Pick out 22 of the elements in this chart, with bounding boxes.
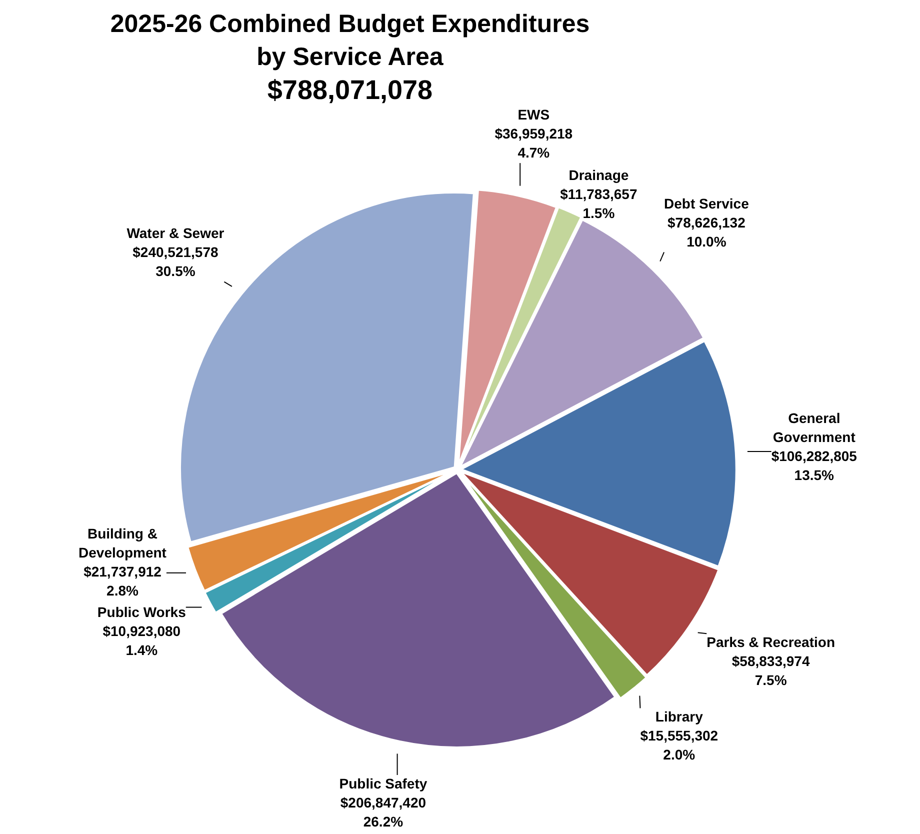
data-label: $106,282,805 13.5% bbox=[771, 448, 858, 484]
data-label: $15,555,302 2.0% bbox=[640, 728, 718, 763]
data-label: $21,737,912 2.8% bbox=[84, 563, 162, 598]
slice-label: Parks & Recreation bbox=[706, 634, 836, 650]
data-label: $78,626,132 10.0% bbox=[668, 214, 746, 250]
slice-label: Water & Sewer bbox=[126, 225, 225, 242]
data-label: $10,923,080 1.4% bbox=[102, 622, 181, 658]
data-label: $240,521,578 30.5% bbox=[132, 244, 218, 280]
data-label: $58,833,974 7.5% bbox=[732, 653, 810, 688]
slice-label: Drainage bbox=[568, 166, 629, 183]
slice-label: Public Safety bbox=[339, 775, 428, 792]
slice-label: Debt Service bbox=[664, 196, 750, 212]
data-label: $11,783,657 1.5% bbox=[560, 186, 638, 221]
slice-label: Library bbox=[655, 708, 704, 725]
chart-title: 2025-26 Combined Budget Expenditures by Service Area bbox=[110, 9, 590, 73]
slice-label: General Government bbox=[772, 410, 856, 446]
chart-subtitle: $788,071,078 bbox=[266, 74, 434, 107]
data-label: $36,959,218 4.7% bbox=[494, 125, 573, 160]
slice-label: Building & Development bbox=[78, 525, 167, 560]
slice-label: Public Works bbox=[97, 604, 186, 620]
data-label: $206,847,420 26.2% bbox=[340, 794, 426, 830]
slice-label: EWS bbox=[518, 106, 550, 122]
